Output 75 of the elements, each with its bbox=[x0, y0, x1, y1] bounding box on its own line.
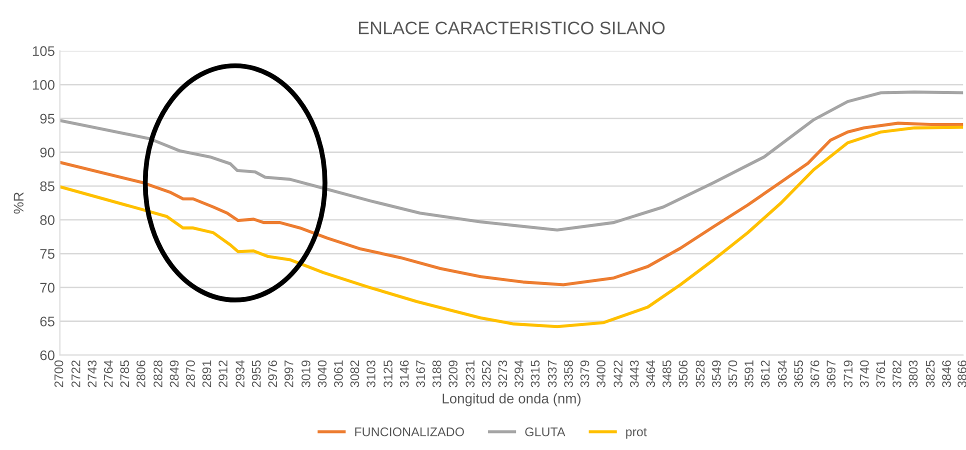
x-tick-label: 3846 bbox=[942, 360, 951, 388]
x-tick-label: 3634 bbox=[778, 360, 787, 388]
x-tick-label: 3506 bbox=[678, 360, 688, 388]
legend-label: prot bbox=[626, 428, 647, 439]
x-tick-label: 2806 bbox=[136, 360, 146, 388]
x-tick-label: 2891 bbox=[202, 360, 212, 388]
x-tick-label: 3866 bbox=[958, 360, 966, 388]
x-tick-label: 2955 bbox=[252, 360, 261, 388]
x-tick-label: 3443 bbox=[630, 360, 639, 388]
x-tick-label: 3528 bbox=[696, 360, 705, 388]
x-tick-label: 2743 bbox=[88, 360, 97, 388]
y-tick-label: 100 bbox=[32, 80, 54, 90]
x-tick-label: 2870 bbox=[186, 360, 195, 388]
x-tick-label: 3103 bbox=[366, 360, 376, 388]
y-tick-label: 95 bbox=[40, 114, 54, 124]
x-tick-label: 3252 bbox=[482, 360, 491, 388]
x-tick-label: 3761 bbox=[876, 360, 886, 388]
x-tick-label: 3146 bbox=[400, 360, 409, 388]
x-tick-label: 3422 bbox=[614, 360, 623, 388]
y-tick-label: 80 bbox=[40, 215, 54, 226]
x-tick-label: 3167 bbox=[416, 360, 425, 388]
x-tick-label: 3188 bbox=[432, 360, 442, 388]
legend-label: FUNCIONALIZADO bbox=[355, 427, 464, 436]
x-tick-label: 2700 bbox=[54, 360, 64, 388]
y-tick-label: 75 bbox=[40, 249, 54, 259]
y-tick-label: 65 bbox=[40, 316, 54, 326]
x-tick-label: 3125 bbox=[384, 360, 392, 388]
y-axis-title: %R bbox=[14, 192, 24, 214]
x-tick-label: 3231 bbox=[466, 360, 475, 388]
x-tick-label: 3740 bbox=[860, 360, 869, 388]
x-tick-label: 3337 bbox=[548, 360, 557, 388]
y-tick-label: 60 bbox=[40, 350, 54, 360]
x-tick-label: 3825 bbox=[926, 360, 935, 388]
x-tick-label: 3803 bbox=[908, 360, 918, 388]
x-tick-label: 2976 bbox=[268, 360, 278, 388]
x-tick-label: 2912 bbox=[218, 360, 228, 388]
line-series bbox=[60, 90, 964, 232]
y-tick-label: 85 bbox=[40, 181, 54, 192]
x-tick-label: 3273 bbox=[498, 360, 508, 388]
x-tick-label: 2828 bbox=[154, 360, 162, 388]
x-tick-label: 3358 bbox=[564, 360, 573, 388]
x-tick-label: 2934 bbox=[236, 360, 245, 388]
x-tick-label: 2764 bbox=[104, 360, 113, 388]
x-tick-label: 3082 bbox=[350, 360, 360, 388]
x-tick-label: 3570 bbox=[728, 360, 738, 388]
x-tick-label: 3040 bbox=[318, 360, 327, 388]
x-tick-label: 3591 bbox=[744, 360, 754, 388]
y-tick-label: 70 bbox=[40, 282, 54, 293]
x-tick-label: 3379 bbox=[580, 360, 590, 388]
line-series bbox=[60, 126, 964, 328]
x-tick-label: 3209 bbox=[448, 360, 458, 388]
x-tick-label: 3400 bbox=[596, 360, 606, 388]
x-tick-label: 3782 bbox=[892, 360, 902, 388]
x-tick-label: 3485 bbox=[662, 360, 672, 388]
x-tick-label: 2722 bbox=[71, 360, 80, 388]
x-tick-label: 3315 bbox=[530, 360, 540, 388]
x-tick-label: 3612 bbox=[760, 360, 770, 388]
y-tick-label: 90 bbox=[40, 148, 54, 158]
x-axis-title: Longitud de onda (nm) bbox=[442, 393, 581, 406]
legend-label: GLUTA bbox=[525, 427, 566, 436]
x-tick-label: 3019 bbox=[302, 360, 310, 388]
y-tick-label: 105 bbox=[32, 46, 54, 56]
x-tick-label: 3697 bbox=[826, 360, 836, 388]
x-tick-label: 3464 bbox=[646, 360, 656, 388]
x-tick-label: 2785 bbox=[120, 360, 130, 388]
x-tick-label: 3061 bbox=[334, 360, 343, 388]
x-tick-label: 3719 bbox=[844, 360, 853, 388]
line-series bbox=[60, 122, 964, 286]
x-tick-label: 3676 bbox=[810, 360, 820, 388]
x-tick-label: 2997 bbox=[284, 360, 294, 388]
x-tick-label: 3294 bbox=[514, 360, 524, 388]
x-tick-label: 3655 bbox=[794, 360, 804, 388]
x-tick-label: 3549 bbox=[712, 360, 721, 388]
chart-title: ENLACE CARACTERISTICO SILANO bbox=[358, 22, 665, 34]
x-tick-label: 2849 bbox=[170, 360, 179, 388]
